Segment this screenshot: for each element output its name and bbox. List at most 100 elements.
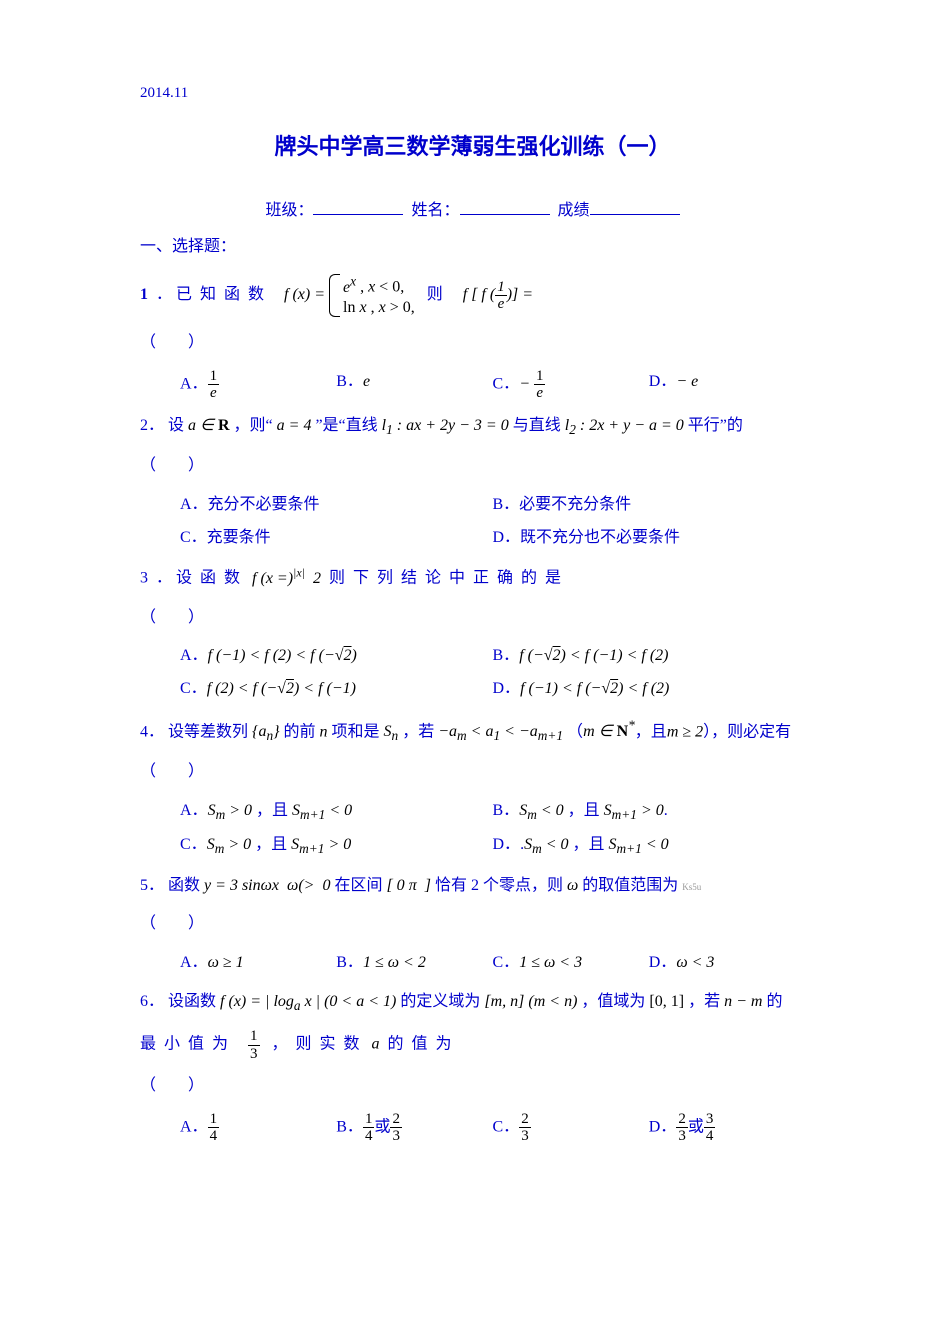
q2-mid3: 与直线	[513, 417, 561, 434]
q3-optC[interactable]: C．f (2) < f (−√2) < f (−1)	[180, 675, 493, 704]
q4-mid1: 的前	[284, 723, 316, 740]
q2-num: 2．	[140, 417, 164, 434]
q6-mid1: 的定义域为	[400, 993, 480, 1010]
question-1: 1． 已知函数 f (x) = ex , x < 0, ln x , x > 0…	[140, 272, 805, 319]
q6-dom: [m, n] (m < n)	[484, 993, 577, 1010]
q3-optB[interactable]: B．f (−√2) < f (−1) < f (2)	[493, 642, 806, 671]
question-3: 3． 设函数 f (x =)|x| 2 则下列结论中正确的是	[140, 562, 805, 593]
q3-optA[interactable]: A．f (−1) < f (2) < f (−√2)	[180, 642, 493, 671]
q6-optD[interactable]: D．23或34	[649, 1111, 805, 1145]
question-6: 6． 设函数 f (x) = | loga x | (0 < a < 1) 的定…	[140, 988, 805, 1018]
q2-mid1: ，则“	[234, 417, 273, 434]
q4-an: {an}	[252, 723, 279, 740]
q3-options: A．f (−1) < f (2) < f (−√2) B．f (−√2) < f…	[180, 642, 805, 704]
q1-post: 则	[427, 286, 451, 303]
q6-mid4: 的	[766, 993, 782, 1010]
q5-omega: ω	[567, 877, 578, 894]
header-line: 班级： 姓名： 成绩	[140, 197, 805, 226]
q1-optD[interactable]: D．− e	[649, 368, 805, 402]
page-title: 牌头中学高三数学薄弱生强化训练（一）	[140, 127, 805, 167]
q2-optC[interactable]: C．充要条件	[180, 524, 493, 553]
q4-condr: ），则必定有	[703, 723, 791, 740]
q1-pre: 已知函数	[176, 286, 272, 303]
q6-optC[interactable]: C．23	[493, 1111, 649, 1145]
q4-pre: 设等差数列	[168, 723, 248, 740]
q6-mid2: ，值域为	[581, 993, 645, 1010]
q5-mid3: 的取值范围为	[582, 877, 678, 894]
q2-mid2: ”是“直线	[315, 417, 377, 434]
q5-optD[interactable]: D．ω < 3	[649, 949, 805, 978]
q2-paren: （ ）	[140, 452, 805, 481]
q5-options: A．ω ≥ 1 B．1 ≤ ω < 2 C．1 ≤ ω < 3 D．ω < 3	[180, 949, 805, 978]
q4-cond2: m ≥ 2	[667, 723, 703, 740]
q1-optC[interactable]: C．− 1e	[493, 368, 649, 402]
q4-optB[interactable]: B．Sm < 0 ，且 Sm+1 > 0.	[493, 797, 806, 827]
q3-paren: （ ）	[140, 604, 805, 633]
q3-num: 3	[140, 570, 156, 587]
q1-piece1: ex , x < 0,	[343, 272, 415, 298]
q4-condmid: ，且	[635, 723, 667, 740]
class-label: 班级：	[265, 202, 313, 219]
date: 2014.11	[140, 80, 805, 107]
q2-l2: l2 : 2x + y − a = 0	[565, 417, 684, 434]
q1-options: A．1e B．e C．− 1e D．− e	[180, 368, 805, 402]
q4-optC[interactable]: C．Sm > 0 ，且 Sm+1 > 0	[180, 831, 493, 861]
class-blank[interactable]	[313, 198, 403, 215]
q4-mid3: ，若	[402, 723, 434, 740]
q6-optB[interactable]: B．14或23	[336, 1111, 492, 1145]
question-2: 2． 设 a ∈ R ，则“ a = 4 ”是“直线 l1 : ax + 2y …	[140, 412, 805, 442]
q1-optA[interactable]: A．1e	[180, 368, 336, 402]
q1-piecewise: ex , x < 0, ln x , x > 0,	[329, 272, 415, 319]
q2-pre: 设	[168, 417, 184, 434]
q3-dot: ．	[156, 570, 172, 587]
q4-optA[interactable]: A．Sm > 0 ，且 Sm+1 < 0	[180, 797, 493, 827]
q4-optD[interactable]: D．.Sm < 0 ，且 Sm+1 < 0	[493, 831, 806, 861]
question-5: 5． 函数 y = 3 sinωx ω(> 0 在区间 [ 0 π ] 恰有 2…	[140, 872, 805, 901]
q2-optB[interactable]: B．必要不充分条件	[493, 491, 806, 520]
q3-optD[interactable]: D．f (−1) < f (−√2) < f (2)	[493, 675, 806, 704]
q2-mid4: 平行”的	[688, 417, 743, 434]
section-mc: 一、选择题：	[140, 233, 805, 262]
q2-options: A．充分不必要条件 B．必要不充分条件 C．充要条件 D．既不充分也不必要条件	[180, 491, 805, 553]
q6-paren: （ ）	[140, 1072, 805, 1101]
q6-l2c: 的值为	[388, 1036, 460, 1053]
q6-fx: f (x) = | loga x | (0 < a < 1)	[220, 993, 396, 1010]
q5-mid2: 恰有 2 个零点，则	[435, 877, 563, 894]
name-blank[interactable]	[460, 198, 550, 215]
q5-paren: （ ）	[140, 910, 805, 939]
q4-options: A．Sm > 0 ，且 Sm+1 < 0 B．Sm < 0 ，且 Sm+1 > …	[180, 797, 805, 861]
q4-n: n	[320, 723, 328, 740]
q3-pre: 设函数	[176, 570, 248, 587]
q4-cond: m ∈ N*	[583, 723, 635, 740]
q6-num: 6．	[140, 993, 164, 1010]
q5-optB[interactable]: B．1 ≤ ω < 2	[336, 949, 492, 978]
q2-optA[interactable]: A．充分不必要条件	[180, 491, 493, 520]
q6-l2a: 最小值为	[140, 1036, 236, 1053]
name-label: 姓名：	[411, 202, 459, 219]
q5-intv: [ 0 π ]	[386, 877, 430, 894]
q2-aeq4: a = 4	[277, 417, 312, 434]
q6-pre: 设函数	[168, 993, 216, 1010]
q1-optB[interactable]: B．e	[336, 368, 492, 402]
q4-mid2: 项和是	[332, 723, 380, 740]
q3-fx: f (x =)|x| 2	[252, 570, 321, 587]
q5-y: y = 3 sinωx ω(> 0	[204, 877, 330, 894]
q5-optA[interactable]: A．ω ≥ 1	[180, 949, 336, 978]
q6-frac13: 13	[248, 1028, 260, 1062]
q1-paren: （ ）	[140, 329, 805, 358]
q6-options: A．14 B．14或23 C．23 D．23或34	[180, 1111, 805, 1145]
q6-optA[interactable]: A．14	[180, 1111, 336, 1145]
q5-optC[interactable]: C．1 ≤ ω < 3	[493, 949, 649, 978]
question-6-line2: 最小值为 13 ，则实数 a 的值为	[140, 1028, 805, 1062]
q1-fx: f (x) =	[284, 286, 325, 303]
q5-num: 5．	[140, 877, 164, 894]
q2-optD[interactable]: D．既不充分也不必要条件	[493, 524, 806, 553]
q5-pre: 函数	[168, 877, 200, 894]
q6-rng: [0, 1]	[649, 993, 684, 1010]
score-label: 成绩	[558, 202, 590, 219]
q6-mid3: ，若	[688, 993, 720, 1010]
q2-l1: l1 : ax + 2y − 3 = 0	[382, 417, 509, 434]
q6-nm: n − m	[724, 993, 762, 1010]
score-blank[interactable]	[590, 198, 680, 215]
q4-Sn: Sn	[384, 723, 399, 740]
